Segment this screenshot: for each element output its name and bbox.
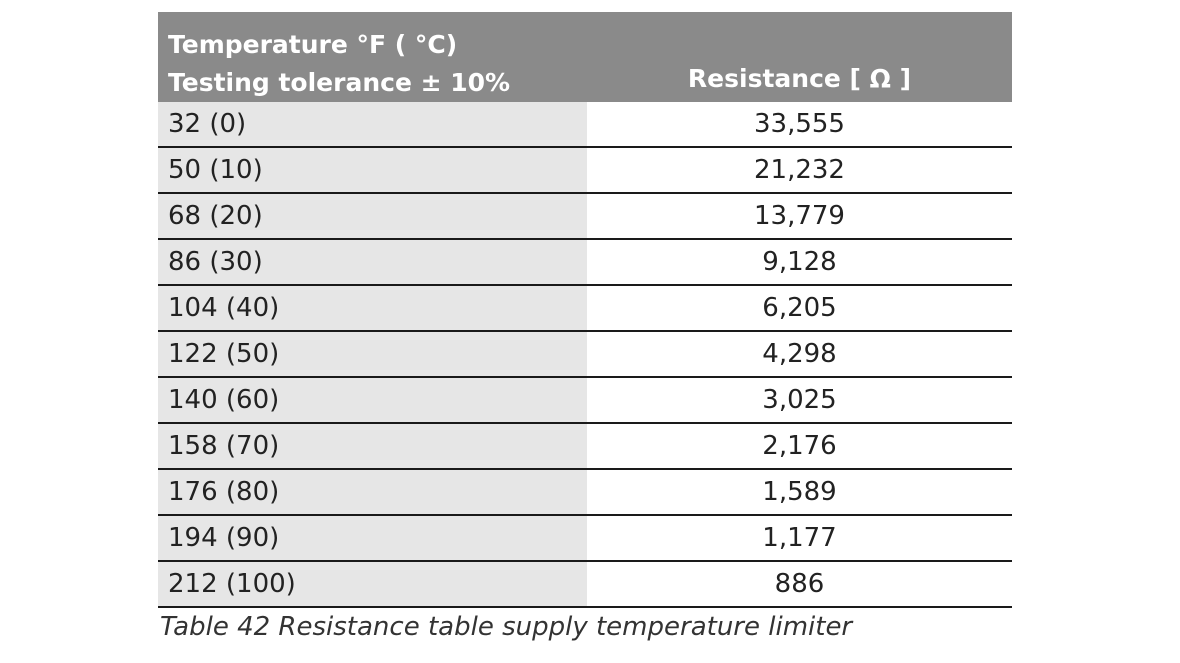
temperature-cell: 32 (0) — [158, 102, 587, 148]
table-header: Temperature °F ( °C) Testing tolerance ±… — [158, 12, 1012, 102]
table-row: 50 (10) 21,232 — [158, 147, 1012, 194]
temperature-cell: 176 (80) — [158, 469, 587, 516]
temperature-header-line2: Testing tolerance ± 10% — [168, 68, 511, 97]
header-row: Temperature °F ( °C) Testing tolerance ±… — [158, 12, 1012, 102]
table-row: 32 (0) 33,555 — [158, 102, 1012, 148]
resistance-cell: 886 — [587, 561, 1012, 608]
table-row: 86 (30) 9,128 — [158, 239, 1012, 286]
resistance-cell: 21,232 — [587, 147, 1012, 194]
temperature-cell: 122 (50) — [158, 331, 587, 378]
temperature-cell: 104 (40) — [158, 285, 587, 332]
resistance-cell: 1,177 — [587, 515, 1012, 562]
resistance-table: Temperature °F ( °C) Testing tolerance ±… — [158, 12, 1012, 608]
temperature-header-line1: Temperature °F ( °C) — [168, 30, 458, 59]
temperature-cell: 212 (100) — [158, 561, 587, 608]
temperature-cell: 86 (30) — [158, 239, 587, 286]
temperature-cell: 140 (60) — [158, 377, 587, 424]
resistance-cell: 13,779 — [587, 193, 1012, 240]
temperature-cell: 194 (90) — [158, 515, 587, 562]
table-row: 68 (20) 13,779 — [158, 193, 1012, 240]
table-row: 176 (80) 1,589 — [158, 469, 1012, 516]
resistance-cell: 33,555 — [587, 102, 1012, 148]
temperature-column-header: Temperature °F ( °C) Testing tolerance ±… — [158, 12, 587, 102]
table-row: 212 (100) 886 — [158, 561, 1012, 608]
temperature-cell: 50 (10) — [158, 147, 587, 194]
table-body: 32 (0) 33,555 50 (10) 21,232 68 (20) 13,… — [158, 102, 1012, 608]
resistance-cell: 4,298 — [587, 331, 1012, 378]
resistance-column-header: Resistance [ Ω ] — [587, 12, 1012, 102]
resistance-cell: 9,128 — [587, 239, 1012, 286]
resistance-cell: 2,176 — [587, 423, 1012, 470]
table-caption: Table 42 Resistance table supply tempera… — [160, 612, 853, 642]
table-row: 140 (60) 3,025 — [158, 377, 1012, 424]
temperature-cell: 158 (70) — [158, 423, 587, 470]
table-row: 104 (40) 6,205 — [158, 285, 1012, 332]
table-row: 158 (70) 2,176 — [158, 423, 1012, 470]
table-row: 122 (50) 4,298 — [158, 331, 1012, 378]
resistance-cell: 3,025 — [587, 377, 1012, 424]
resistance-cell: 6,205 — [587, 285, 1012, 332]
temperature-cell: 68 (20) — [158, 193, 587, 240]
table-row: 194 (90) 1,177 — [158, 515, 1012, 562]
resistance-cell: 1,589 — [587, 469, 1012, 516]
